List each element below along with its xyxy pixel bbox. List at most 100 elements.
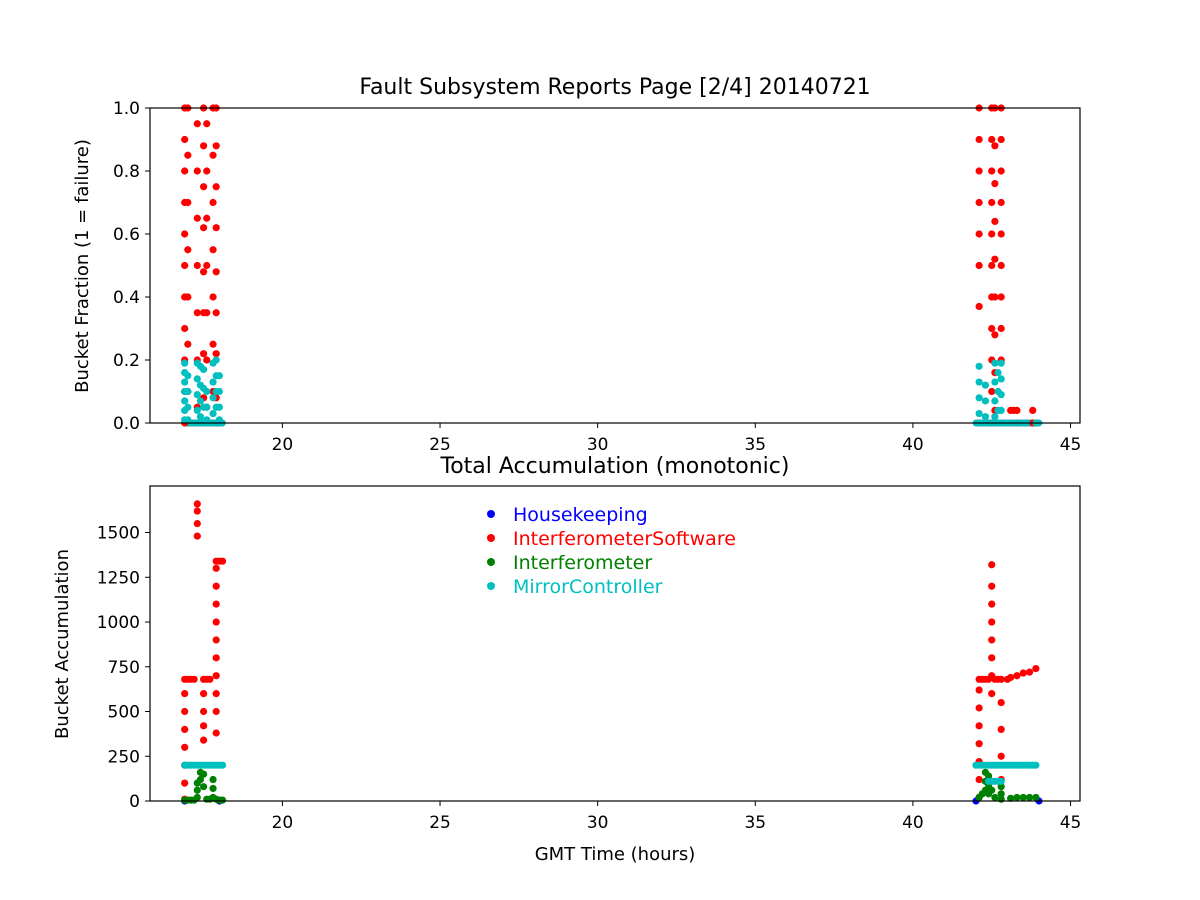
- mirrorcontroller-point: [193, 375, 201, 383]
- interferometersoftware-point: [988, 387, 996, 396]
- accumulation-chart-ticks: 20 25 30 35 40 45 0 250 500 750 1000 1250 1500: [97, 524, 1082, 833]
- interferometersoftware-point: [991, 255, 999, 263]
- mirrorcontroller-point: [199, 365, 208, 374]
- interferometersoftware-point: [997, 698, 1005, 707]
- interferometersoftware-point: [988, 636, 996, 644]
- legend-marker: [487, 534, 495, 542]
- interferometersoftware-point: [988, 230, 996, 238]
- interferometersoftware-point: [975, 135, 983, 144]
- interferometer-point: [199, 770, 208, 778]
- interferometersoftware-point: [181, 167, 189, 175]
- x-tick-label: 25: [429, 435, 451, 455]
- interferometersoftware-point: [203, 167, 211, 175]
- interferometer-point: [1032, 793, 1040, 802]
- interferometer-point: [1019, 793, 1027, 802]
- interferometer-point: [997, 795, 1005, 803]
- interferometersoftware-point: [975, 167, 983, 175]
- legend-label: InterferometerSoftware: [513, 528, 736, 550]
- interferometersoftware-point: [975, 686, 983, 694]
- mirrorcontroller-point: [981, 381, 990, 389]
- interferometersoftware-point: [190, 675, 198, 683]
- mirrorcontroller-point: [997, 406, 1005, 414]
- interferometersoftware-point: [212, 729, 220, 737]
- mirrorcontroller-point: [212, 356, 220, 364]
- interferometersoftware-point: [997, 230, 1005, 238]
- interferometersoftware-point: [212, 564, 220, 572]
- x-tick-label: 40: [902, 813, 924, 833]
- interferometersoftware-point: [991, 217, 999, 225]
- interferometer-point: [218, 796, 227, 804]
- interferometersoftware-point: [184, 246, 192, 254]
- mirrorcontroller-point: [991, 359, 999, 367]
- y-tick-label: 1250: [97, 568, 140, 588]
- interferometersoftware-point: [212, 268, 220, 276]
- mirrorcontroller-point: [218, 761, 227, 769]
- interferometersoftware-point: [199, 707, 208, 716]
- mirrorcontroller-point: [209, 409, 217, 418]
- interferometersoftware-point: [988, 261, 996, 270]
- interferometersoftware-point: [193, 120, 201, 128]
- mirrorcontroller-point: [209, 378, 217, 386]
- interferometersoftware-point: [212, 600, 220, 608]
- mirrorcontroller-point: [997, 777, 1005, 785]
- interferometersoftware-point: [199, 690, 208, 698]
- legend: HousekeepingInterferometerSoftwareInterf…: [487, 504, 736, 598]
- mirrorcontroller-point: [997, 391, 1005, 399]
- mirrorcontroller-point: [975, 409, 983, 418]
- x-tick-label: 20: [272, 813, 294, 833]
- interferometer-point: [1025, 793, 1034, 802]
- mirrorcontroller-point: [203, 387, 211, 396]
- interferometersoftware-point: [1025, 668, 1034, 676]
- legend-label: Interferometer: [513, 552, 652, 574]
- interferometersoftware-point: [212, 224, 220, 232]
- accumulation-chart-ylabel: Bucket Accumulation: [52, 549, 73, 739]
- interferometer-point: [1007, 794, 1015, 802]
- interferometersoftware-point: [209, 246, 217, 254]
- interferometersoftware-point: [199, 224, 208, 232]
- interferometersoftware-point: [212, 183, 220, 191]
- interferometersoftware-point: [181, 707, 189, 716]
- interferometersoftware-point: [212, 690, 220, 698]
- interferometersoftware-point: [199, 350, 208, 358]
- interferometer-point: [209, 784, 217, 793]
- fraction-chart: Fault Subsystem Reports Page [2/4] 20140…: [72, 75, 1081, 455]
- interferometersoftware-point: [975, 198, 983, 207]
- mirrorcontroller-point: [181, 397, 189, 405]
- interferometersoftware-point: [193, 214, 201, 222]
- interferometersoftware-point: [975, 261, 983, 270]
- interferometersoftware-point: [988, 690, 996, 698]
- mirrorcontroller-point: [184, 416, 192, 424]
- interferometersoftware-point: [988, 324, 996, 333]
- interferometersoftware-point: [988, 582, 996, 590]
- mirrorcontroller-point: [184, 372, 192, 380]
- y-tick-label: 0.6: [113, 225, 140, 245]
- interferometer-point: [997, 783, 1005, 791]
- interferometersoftware-point: [193, 500, 201, 508]
- mirrorcontroller-point: [991, 413, 999, 421]
- mirrorcontroller-point: [975, 394, 983, 402]
- fraction-chart-ticks: 20 25 30 35 40 45 0.0 0.2 0.4 0.6 0.8 1.0: [113, 99, 1081, 455]
- mirrorcontroller-point: [184, 403, 192, 411]
- interferometersoftware-point: [199, 268, 208, 276]
- accumulation-chart-xlabel: GMT Time (hours): [535, 844, 696, 865]
- interferometersoftware-point: [181, 135, 189, 144]
- interferometersoftware-point: [997, 675, 1005, 683]
- x-tick-label: 45: [1060, 435, 1082, 455]
- interferometer-point: [984, 772, 993, 780]
- y-tick-label: 0.8: [113, 162, 140, 182]
- interferometersoftware-point: [209, 293, 217, 301]
- interferometersoftware-point: [203, 309, 211, 317]
- interferometersoftware-point: [1032, 664, 1040, 673]
- legend-marker: [487, 582, 495, 590]
- interferometersoftware-point: [988, 135, 996, 144]
- interferometer-point: [988, 786, 996, 794]
- interferometersoftware-point: [199, 142, 208, 150]
- mirrorcontroller-point: [203, 403, 211, 411]
- interferometersoftware-point: [193, 507, 201, 515]
- interferometersoftware-point: [193, 167, 201, 175]
- mirrorcontroller-point: [991, 378, 999, 386]
- interferometersoftware-point: [212, 142, 220, 150]
- y-tick-label: 1500: [97, 524, 140, 544]
- interferometersoftware-point: [181, 743, 189, 751]
